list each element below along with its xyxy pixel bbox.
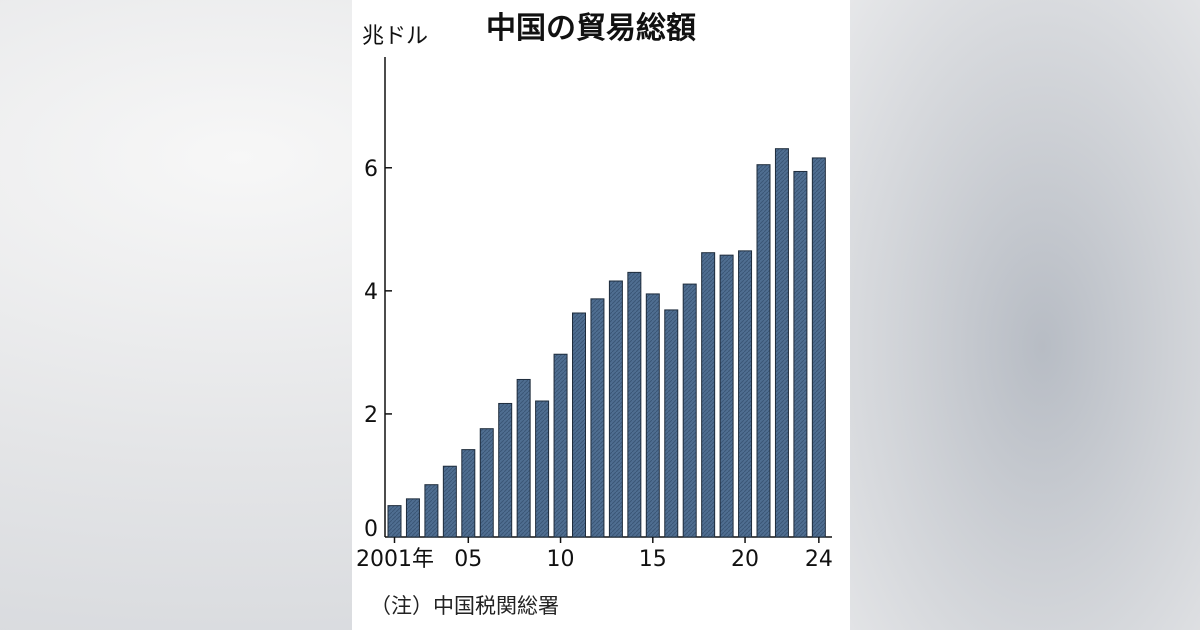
bar-2012 bbox=[590, 298, 605, 538]
bar-2007 bbox=[498, 402, 513, 538]
bar-2001 bbox=[387, 505, 402, 538]
bar-2003 bbox=[424, 484, 439, 538]
bar-2017 bbox=[682, 283, 697, 538]
x-tick-label: 20 bbox=[731, 547, 759, 572]
bar-2006 bbox=[479, 428, 494, 538]
bar-2014 bbox=[627, 271, 642, 538]
bar-2018 bbox=[701, 252, 716, 538]
x-tick-label: 05 bbox=[454, 547, 482, 572]
bar-2023 bbox=[793, 170, 808, 538]
y-tick-label: 0 bbox=[364, 517, 378, 542]
bar-2020 bbox=[738, 250, 753, 538]
source-note: （注）中国税関総署 bbox=[370, 594, 559, 618]
bar-2005 bbox=[461, 449, 476, 538]
y-unit-label: 兆ドル bbox=[362, 24, 428, 49]
bar-2002 bbox=[405, 498, 420, 538]
x-tick-label: 15 bbox=[639, 547, 667, 572]
bar-2022 bbox=[774, 148, 789, 538]
background-right bbox=[850, 0, 1200, 630]
bar-2016 bbox=[664, 309, 679, 538]
bar-2024 bbox=[811, 157, 826, 538]
bar-2019 bbox=[719, 254, 734, 538]
bar-2021 bbox=[756, 164, 771, 538]
y-tick-label: 4 bbox=[364, 280, 378, 305]
x-tick-label: 24 bbox=[805, 547, 833, 572]
bar-2010 bbox=[553, 353, 568, 538]
y-tick-label: 6 bbox=[364, 157, 378, 182]
bar-2004 bbox=[442, 465, 457, 538]
x-tick-label: 2001年 bbox=[356, 547, 434, 572]
bar-2009 bbox=[535, 400, 550, 538]
x-tick-label: 10 bbox=[547, 547, 575, 572]
bars-group bbox=[387, 148, 826, 538]
bar-2015 bbox=[645, 293, 660, 538]
y-tick-label: 2 bbox=[364, 403, 378, 428]
chart-title: 中国の貿易総額 bbox=[486, 11, 696, 46]
y-ticks-group: 0 2 4 6 bbox=[364, 157, 392, 542]
bar-2008 bbox=[516, 378, 531, 538]
bar-2011 bbox=[572, 312, 586, 538]
bar-2013 bbox=[608, 280, 623, 538]
x-ticks-group: 2001年 05 10 15 20 24 bbox=[356, 537, 833, 572]
